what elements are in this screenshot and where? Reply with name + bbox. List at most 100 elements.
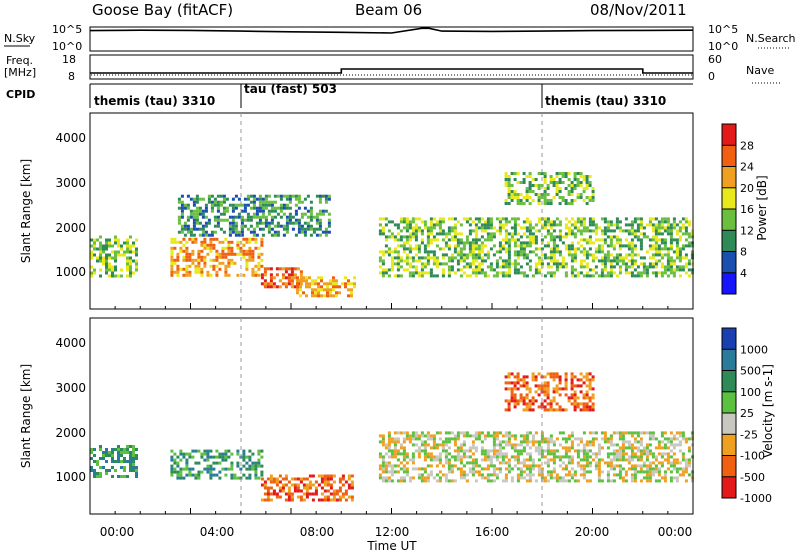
- heatmap-cell: [561, 199, 565, 202]
- heatmap-cell: [347, 483, 351, 487]
- heatmap-cell: [447, 464, 451, 468]
- heatmap-cell: [239, 252, 243, 256]
- heatmap-cell: [642, 476, 646, 480]
- heatmap-cell: [609, 271, 613, 275]
- heatmap-cell: [600, 229, 604, 233]
- heatmap-cell: [627, 443, 631, 447]
- heatmap-cell: [597, 443, 601, 447]
- heatmap-cell: [552, 178, 556, 181]
- heatmap-cell: [305, 285, 308, 289]
- heatmap-cell: [477, 473, 481, 477]
- heatmap-cell: [573, 232, 577, 236]
- heatmap-cell: [513, 259, 517, 263]
- heatmap-cell: [447, 470, 451, 474]
- heatmap-cell: [326, 285, 329, 289]
- heatmap-cell: [384, 250, 388, 254]
- heatmap-cell: [630, 443, 634, 447]
- heatmap-cell: [543, 274, 547, 278]
- heatmap-cell: [297, 197, 301, 201]
- heatmap-cell: [687, 262, 691, 266]
- heatmap-cell: [261, 215, 265, 219]
- heatmap-cell: [603, 229, 607, 233]
- heatmap-cell: [657, 473, 661, 477]
- heatmap-cell: [329, 477, 333, 481]
- heatmap-cell: [585, 372, 589, 376]
- heatmap-cell: [399, 476, 403, 480]
- heatmap-cell: [492, 464, 496, 468]
- heatmap-cell: [323, 474, 327, 478]
- heatmap-cell: [507, 265, 511, 269]
- heatmap-cell: [513, 238, 517, 242]
- heatmap-cell: [93, 253, 96, 257]
- heatmap-cell: [230, 240, 234, 244]
- heatmap-cell: [510, 479, 514, 483]
- heatmap-cell: [191, 258, 195, 262]
- heatmap-cell: [507, 196, 511, 199]
- heatmap-cell: [180, 215, 184, 219]
- heatmap-cell: [243, 203, 247, 207]
- heatmap-cell: [252, 206, 256, 210]
- heatmap-cell: [417, 455, 421, 459]
- heatmap-cell: [215, 461, 219, 465]
- heatmap-cell: [255, 221, 259, 225]
- heatmap-cell: [552, 387, 556, 391]
- heatmap-cell: [290, 477, 294, 481]
- heatmap-cell: [669, 262, 673, 266]
- heatmap-cell: [203, 467, 207, 471]
- heatmap-cell: [648, 452, 652, 456]
- heatmap-cell: [636, 470, 640, 474]
- heatmap-cell: [558, 250, 562, 254]
- heatmap-cell: [408, 232, 412, 236]
- heatmap-cell: [531, 473, 535, 477]
- heatmap-cell: [579, 250, 583, 254]
- heatmap-cell: [630, 238, 634, 242]
- heatmap-cell: [486, 250, 490, 254]
- heatmap-cell: [663, 217, 667, 221]
- heatmap-cell: [609, 437, 613, 441]
- heatmap-cell: [332, 480, 336, 484]
- nsky-tick-low: 10^0: [52, 40, 82, 53]
- heatmap-cell: [567, 172, 571, 175]
- heatmap-cell: [257, 476, 261, 480]
- heatmap-cell: [564, 381, 568, 385]
- heatmap-cell: [231, 227, 235, 231]
- heatmap-cell: [447, 256, 451, 260]
- heatmap-cell: [639, 443, 643, 447]
- heatmap-cell: [117, 238, 120, 242]
- heatmap-cell: [612, 265, 616, 269]
- heatmap-cell: [213, 215, 217, 219]
- heatmap-cell: [582, 247, 586, 251]
- heatmap-cell: [513, 446, 517, 450]
- heatmap-cell: [633, 217, 637, 221]
- heatmap-cell: [594, 250, 598, 254]
- heatmap-cell: [489, 449, 493, 453]
- heatmap-cell: [510, 190, 514, 193]
- heatmap-cell: [308, 282, 311, 286]
- heatmap-cell: [462, 452, 466, 456]
- heatmap-cell: [188, 270, 192, 274]
- heatmap-cell: [639, 274, 643, 278]
- heatmap-cell: [588, 461, 592, 465]
- heatmap-cell: [456, 241, 460, 245]
- heatmap-cell: [525, 199, 529, 202]
- heatmap-cell: [200, 258, 204, 262]
- heatmap-cell: [459, 473, 463, 477]
- heatmap-cell: [212, 455, 216, 459]
- heatmap-cell: [201, 215, 205, 219]
- heatmap-cell: [317, 483, 321, 487]
- heatmap-cell: [486, 217, 490, 221]
- heatmap-cell: [435, 238, 439, 242]
- heatmap-cell: [645, 250, 649, 254]
- heatmap-cell: [314, 486, 318, 490]
- heatmap-cell: [525, 375, 529, 379]
- heatmap-cell: [186, 227, 190, 231]
- heatmap-cell: [525, 384, 529, 388]
- heatmap-cell: [579, 378, 583, 382]
- heatmap-cell: [405, 452, 409, 456]
- heatmap-cell: [588, 241, 592, 245]
- heatmap-cell: [633, 431, 637, 435]
- heatmap-cell: [305, 294, 308, 298]
- heatmap-cell: [396, 440, 400, 444]
- heatmap-cell: [591, 268, 595, 272]
- heatmap-cell: [108, 253, 111, 257]
